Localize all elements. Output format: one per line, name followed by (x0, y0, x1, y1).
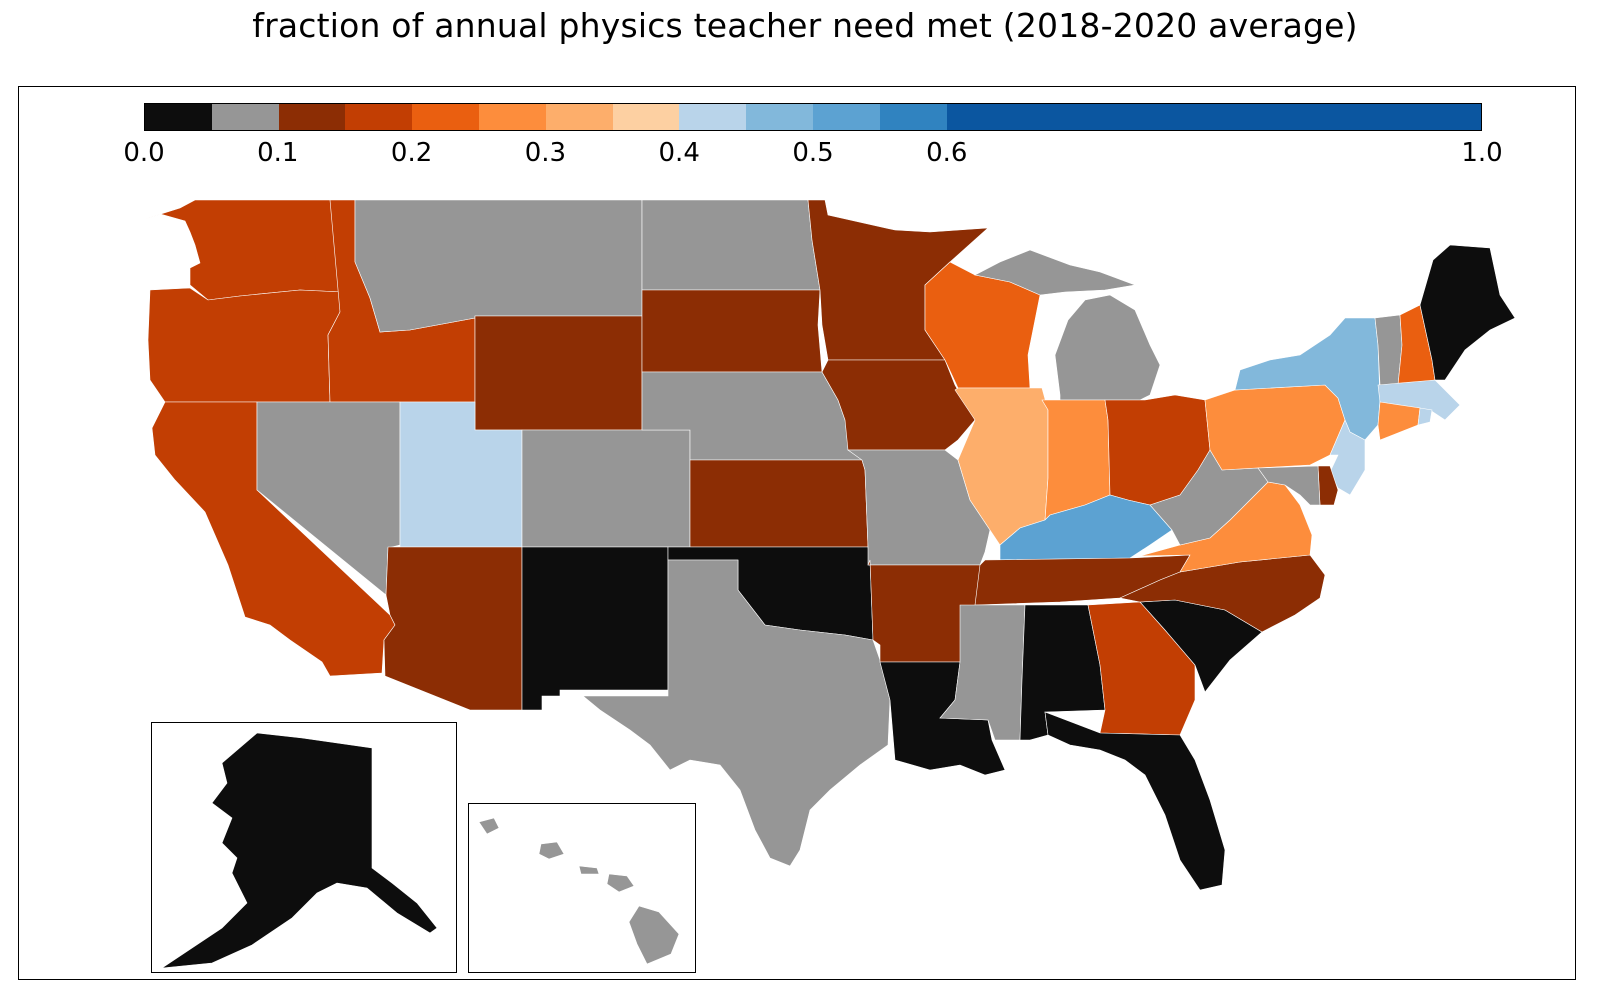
colorbar-tick-label: 1.0 (1461, 138, 1503, 168)
colorbar-tick-label: 0.5 (792, 138, 834, 168)
colorbar-tick-label: 0.0 (123, 138, 165, 168)
state-connecticut (1377, 401, 1421, 441)
state-wyoming (474, 315, 643, 431)
colorbar-tick-label: 0.4 (658, 138, 700, 168)
colorbar-bin (679, 104, 747, 130)
state-pennsylvania (1204, 384, 1346, 471)
state-maryland (1257, 465, 1321, 506)
colorbar-legend (144, 103, 1482, 131)
colorbar-bin (545, 104, 613, 130)
state-michigan (1054, 294, 1161, 401)
map-frame (18, 86, 1576, 980)
state-south-dakota (641, 289, 823, 373)
state-hawaii (606, 873, 635, 893)
state-alaska (161, 732, 438, 969)
hawaii-inset (468, 803, 696, 973)
state-colorado (521, 429, 691, 548)
state-hawaii (578, 865, 600, 875)
state-hawaii (628, 905, 680, 965)
colorbar-bin (211, 104, 279, 130)
state-new-mexico (521, 546, 669, 711)
alaska-inset (151, 722, 457, 973)
state-montana (354, 199, 643, 333)
colorbar-bin (345, 104, 413, 130)
colorbar-bin (746, 104, 813, 130)
state-texas (582, 559, 891, 867)
state-florida (1044, 711, 1226, 891)
state-new-jersey (1329, 419, 1366, 496)
colorbar-tick-label: 0.6 (926, 138, 968, 168)
state-michigan (974, 249, 1137, 296)
state-rhode-island (1417, 407, 1433, 426)
state-california (151, 401, 396, 677)
state-wisconsin (924, 261, 1041, 389)
state-kansas (689, 459, 869, 548)
state-new-york (1234, 317, 1381, 441)
colorbar-bin (478, 104, 546, 130)
colorbar-bin (612, 104, 680, 130)
state-hawaii (538, 841, 565, 860)
colorbar-tick-label: 0.1 (257, 138, 299, 168)
colorbar-bin (879, 104, 947, 130)
colorbar-bin (145, 104, 212, 130)
state-hawaii (478, 817, 500, 835)
state-missouri (847, 449, 991, 566)
map-title: fraction of annual physics teacher need … (252, 6, 1358, 45)
colorbar-bin (946, 104, 1481, 130)
state-maine (1419, 244, 1516, 381)
state-north-dakota (641, 199, 821, 291)
colorbar-bin (278, 104, 346, 130)
colorbar-tick-label: 0.3 (524, 138, 567, 168)
state-oregon (147, 287, 343, 403)
colorbar-tick-label: 0.2 (390, 138, 433, 168)
state-arizona (383, 546, 523, 711)
colorbar-bin (412, 104, 479, 130)
colorbar-bin (812, 104, 880, 130)
state-washington (144, 199, 343, 301)
